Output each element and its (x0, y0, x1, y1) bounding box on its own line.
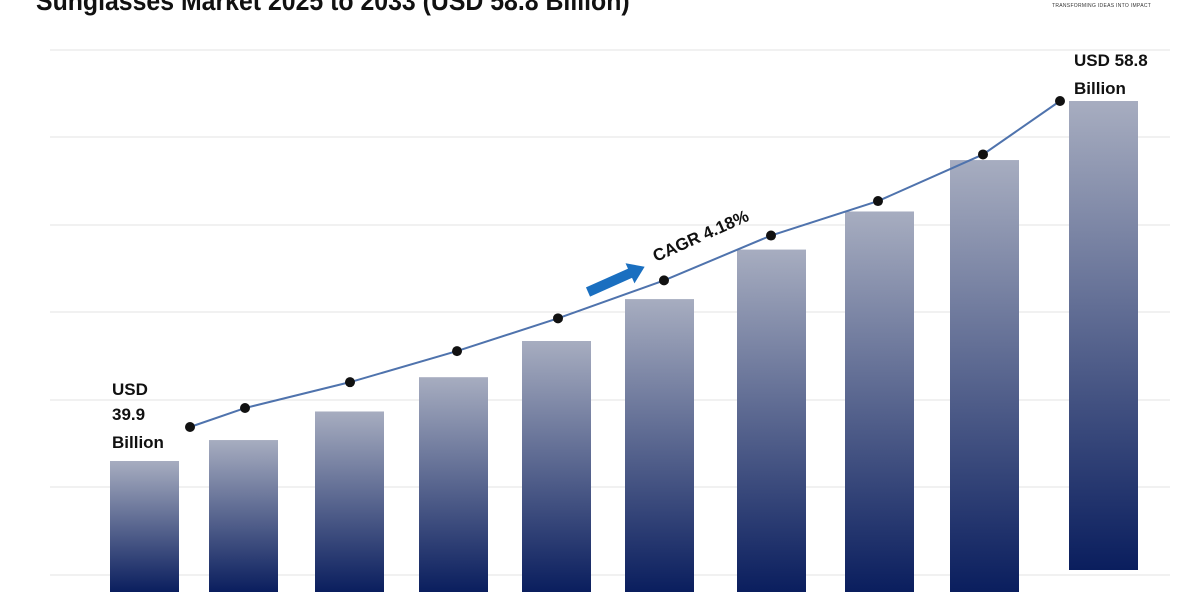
bar (209, 440, 278, 592)
trend-dot (659, 275, 669, 286)
end-label-line1: USD 58.8 (1074, 51, 1148, 70)
bar (315, 411, 384, 592)
start-label-line1: USD (112, 380, 148, 399)
trend-line (189, 100, 1061, 428)
start-label-line2: 39.9 (112, 405, 145, 424)
chart-title: Sunglasses Market 2025 to 2033 (USD 58.8… (36, 0, 630, 16)
trend-dot (240, 403, 250, 414)
trend-dot (553, 313, 563, 324)
bar (1069, 101, 1138, 570)
trend-dot (978, 149, 988, 160)
cagr-label: CAGR 4.18% (650, 206, 752, 265)
trend-dot (185, 422, 195, 432)
bar (110, 461, 179, 592)
trend-dot (345, 377, 355, 388)
trend-dot (1055, 96, 1065, 106)
bar (950, 160, 1019, 593)
start-label-line3: Billion (112, 433, 164, 452)
bar (845, 211, 914, 592)
cagr-arrow-icon (585, 263, 645, 297)
logo-tagline: TRANSFORMING IDEAS INTO IMPACT (1052, 3, 1152, 9)
bar (419, 377, 488, 592)
trend-dot (452, 346, 462, 357)
trend-dot (766, 230, 776, 241)
trend-dot (873, 196, 883, 207)
bars (110, 101, 1138, 593)
bar (522, 341, 591, 592)
bar (737, 249, 806, 593)
end-label-line2: Billion (1074, 79, 1126, 98)
bar (625, 299, 694, 592)
trend-dots (185, 96, 1065, 432)
